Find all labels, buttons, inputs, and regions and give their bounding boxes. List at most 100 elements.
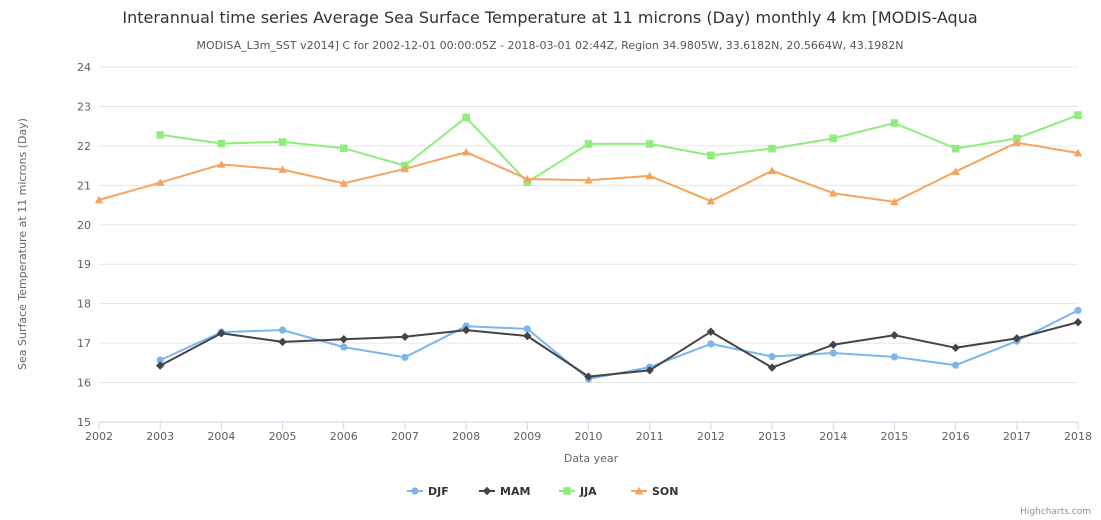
data-point-son — [217, 160, 226, 168]
legend-item-mam[interactable]: MAM — [479, 485, 530, 498]
data-point-jja — [768, 144, 776, 153]
data-point-djf — [952, 361, 960, 369]
legend-marker-jja — [563, 487, 571, 495]
chart-title: Interannual time series Average Sea Surf… — [122, 8, 977, 27]
legend-item-son[interactable]: SON — [631, 485, 678, 498]
legend-item-djf[interactable]: DJF — [407, 485, 449, 498]
data-point-son — [584, 176, 593, 184]
data-point-jja — [339, 144, 348, 153]
y-tick-label: 19 — [77, 258, 91, 271]
data-point-djf — [829, 349, 837, 357]
series-line-jja — [160, 114, 1079, 184]
data-point-mam — [584, 372, 593, 381]
data-point-jja — [951, 144, 960, 153]
data-point-son — [706, 196, 716, 205]
y-tick-label: 23 — [77, 100, 91, 113]
x-tick-label: 2010 — [575, 430, 603, 443]
data-point-mam — [217, 329, 226, 338]
data-point-son — [1073, 148, 1083, 157]
data-point-jja — [890, 119, 899, 127]
axes: 15 16 17 18 19 20 21 22 23 24 2002 2003 2004 2005 2006… — [77, 61, 1092, 443]
y-tick-label: 22 — [77, 140, 91, 153]
data-point-son — [767, 166, 777, 175]
data-point-jja — [156, 131, 164, 139]
y-tick-label: 17 — [77, 337, 91, 350]
y-tick-label: 24 — [77, 61, 91, 74]
x-tick-label: 2003 — [146, 430, 174, 443]
data-point-son — [155, 178, 165, 186]
data-point-son — [400, 164, 410, 173]
data-point-mam — [400, 332, 410, 341]
series-mam — [155, 318, 1083, 381]
y-tick-label: 15 — [77, 416, 91, 429]
x-tick-label: 2018 — [1064, 430, 1092, 443]
grid-lines — [99, 66, 1078, 423]
legend-item-jja[interactable]: JJA — [559, 485, 597, 498]
x-tick-label: 2016 — [942, 430, 970, 443]
data-point-son — [951, 167, 960, 175]
data-point-mam — [461, 325, 471, 335]
data-point-jja — [1074, 111, 1082, 119]
data-point-mam — [278, 337, 287, 347]
data-point-jja — [707, 151, 715, 160]
chart-subtitle: MODISA_L3m_SST v2014] C for 2002-12-01 0… — [197, 39, 904, 52]
x-tick-label: 2006 — [330, 430, 358, 443]
data-point-jja — [1013, 134, 1021, 143]
legend-marker-djf — [411, 487, 419, 495]
data-point-jja — [217, 139, 226, 148]
y-tick-label: 18 — [77, 298, 91, 311]
legend-label-djf: DJF — [428, 485, 449, 498]
x-tick-label: 2009 — [513, 430, 541, 443]
data-point-mam — [155, 361, 165, 370]
data-point-son — [94, 195, 104, 204]
credits-link[interactable]: Highcharts.com — [1020, 507, 1091, 517]
data-point-son — [278, 165, 287, 173]
legend-label-son: SON — [652, 485, 678, 498]
x-tick-label: 2017 — [1003, 430, 1031, 443]
data-point-son — [645, 171, 654, 180]
data-point-mam — [706, 327, 716, 336]
data-point-djf — [278, 326, 287, 334]
data-point-mam — [523, 331, 532, 341]
y-axis-title: Sea Surface Temperature at 11 microns (D… — [16, 118, 29, 370]
series-line-son — [98, 141, 1079, 203]
data-point-mam — [1012, 334, 1022, 343]
x-tick-label: 2008 — [452, 430, 480, 443]
series-line-mam — [159, 321, 1079, 378]
data-point-mam — [1073, 318, 1083, 327]
data-point-mam — [767, 363, 777, 372]
data-point-son — [829, 189, 838, 197]
x-tick-label: 2012 — [697, 430, 725, 443]
series-layer — [94, 111, 1083, 383]
x-tick-label: 2015 — [880, 430, 908, 443]
data-point-son — [339, 179, 348, 187]
series-jja — [156, 111, 1082, 186]
data-point-jja — [645, 140, 654, 148]
y-tick-label: 20 — [77, 219, 91, 232]
data-point-djf — [707, 340, 715, 348]
series-son — [94, 138, 1083, 206]
data-point-djf — [890, 353, 899, 361]
data-point-mam — [645, 366, 654, 375]
data-point-jja — [829, 134, 838, 143]
data-point-mam — [951, 343, 960, 353]
x-tick-label: 2002 — [85, 430, 113, 443]
data-point-djf — [156, 356, 164, 364]
y-tick-label: 16 — [77, 377, 91, 390]
legend-marker-mam — [482, 486, 492, 496]
data-point-son — [1012, 138, 1022, 147]
data-point-djf — [768, 352, 776, 361]
x-tick-label: 2013 — [758, 430, 786, 443]
legend-label-mam: MAM — [500, 485, 530, 498]
data-point-djf — [1074, 306, 1082, 314]
legend-marker-son — [634, 486, 644, 495]
x-tick-label: 2014 — [819, 430, 847, 443]
data-point-mam — [890, 331, 899, 340]
y-tick-label: 21 — [77, 179, 91, 192]
data-point-mam — [339, 334, 348, 344]
data-point-son — [523, 174, 532, 183]
x-tick-label: 2011 — [636, 430, 664, 443]
data-point-djf — [401, 353, 409, 361]
